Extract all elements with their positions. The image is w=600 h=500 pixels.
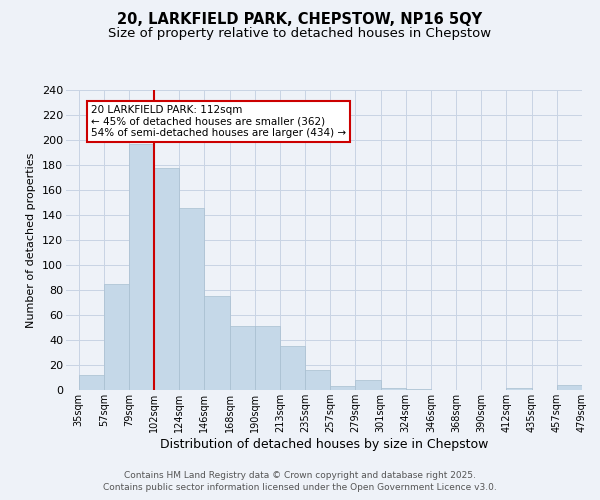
Text: 20, LARKFIELD PARK, CHEPSTOW, NP16 5QY: 20, LARKFIELD PARK, CHEPSTOW, NP16 5QY <box>118 12 482 28</box>
Bar <box>104 284 129 390</box>
Text: Contains HM Land Registry data © Crown copyright and database right 2025.
Contai: Contains HM Land Registry data © Crown c… <box>103 471 497 492</box>
Bar <box>255 326 280 390</box>
Bar <box>380 388 406 390</box>
Text: 20 LARKFIELD PARK: 112sqm
← 45% of detached houses are smaller (362)
54% of semi: 20 LARKFIELD PARK: 112sqm ← 45% of detac… <box>91 105 346 138</box>
Text: Size of property relative to detached houses in Chepstow: Size of property relative to detached ho… <box>109 28 491 40</box>
Bar <box>129 144 154 390</box>
Bar <box>79 375 104 390</box>
Bar <box>330 386 355 390</box>
Bar <box>205 296 230 390</box>
Bar <box>557 385 582 390</box>
Bar <box>230 326 255 390</box>
Bar <box>179 208 205 390</box>
Bar <box>506 388 532 390</box>
Bar <box>154 168 179 390</box>
Bar <box>406 389 431 390</box>
Bar <box>355 380 380 390</box>
X-axis label: Distribution of detached houses by size in Chepstow: Distribution of detached houses by size … <box>160 438 488 451</box>
Bar <box>305 370 330 390</box>
Y-axis label: Number of detached properties: Number of detached properties <box>26 152 37 328</box>
Bar <box>280 346 305 390</box>
